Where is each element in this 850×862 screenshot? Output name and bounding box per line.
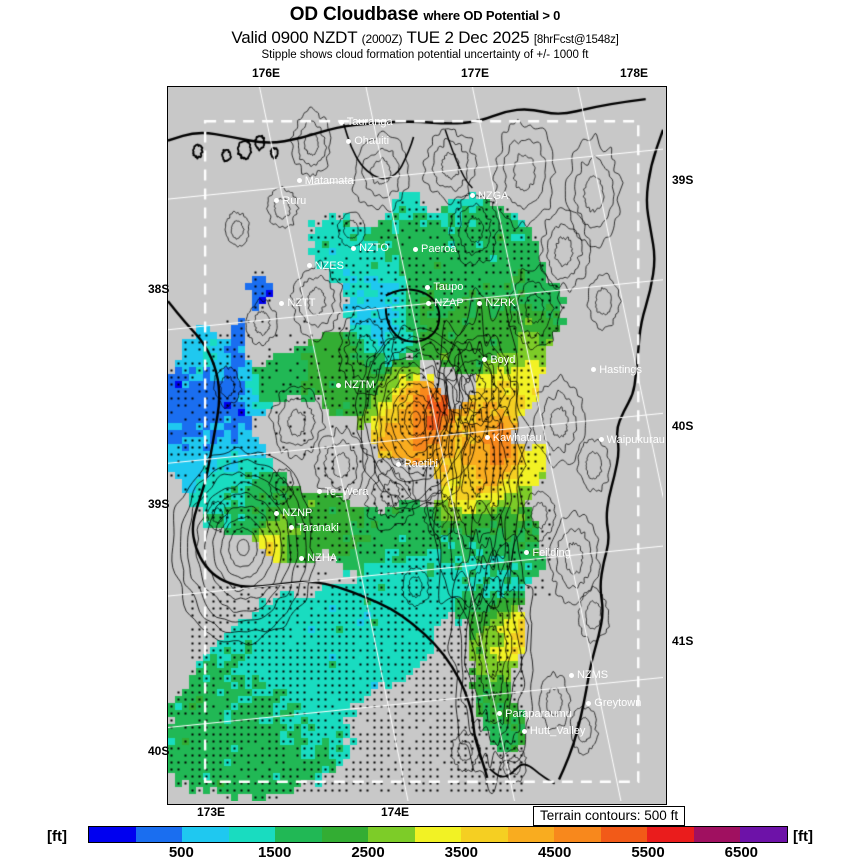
lat-label-left-39S: 39S bbox=[148, 497, 170, 511]
lon-label-top-178E: 178E bbox=[620, 66, 649, 80]
chart-title-block: OD Cloudbase where OD Potential > 0 Vali… bbox=[0, 0, 850, 61]
colorbar-tick-5500: 5500 bbox=[631, 844, 665, 861]
colorbar-unit-right: [ft] bbox=[793, 828, 813, 845]
lat-label-left-38S: 38S bbox=[148, 282, 170, 296]
colorbar-swatch-13 bbox=[693, 827, 741, 842]
colorbar-tick-labels: 500 1500 2500 3500 4500 5500 6500 bbox=[88, 844, 788, 862]
colorbar-tick-2500: 2500 bbox=[351, 844, 385, 861]
colorbar-swatches[interactable] bbox=[88, 826, 788, 843]
forecast-tag-text: [8hrFcst@1548z] bbox=[533, 34, 619, 46]
lat-label-left-40S: 40S bbox=[148, 744, 170, 758]
colorbar-swatch-1 bbox=[135, 827, 183, 842]
lon-label-top-177E: 177E bbox=[461, 66, 490, 80]
map-raster bbox=[168, 87, 663, 801]
colorbar-swatch-6 bbox=[368, 827, 415, 842]
colorbar-swatch-7 bbox=[414, 827, 462, 842]
colorbar-swatch-9 bbox=[507, 827, 555, 842]
colorbar-tick-1500: 1500 bbox=[257, 844, 292, 861]
lon-label-bottom-174E: 174E bbox=[381, 805, 410, 819]
title-condition-text: where OD Potential > 0 bbox=[423, 8, 561, 23]
lat-label-right-41S: 41S bbox=[672, 634, 694, 648]
colorbar-tick-4500: 4500 bbox=[537, 844, 572, 861]
lon-label-bottom-173E: 173E bbox=[197, 805, 226, 819]
colorbar-tick-3500: 3500 bbox=[444, 844, 479, 861]
colorbar-swatch-4 bbox=[275, 827, 322, 842]
colorbar-tick-6500: 6500 bbox=[724, 844, 759, 861]
title-main-text: OD Cloudbase bbox=[289, 4, 419, 25]
colorbar-swatch-3 bbox=[228, 827, 276, 842]
valid-time-text: Valid 0900 NZDT bbox=[231, 28, 358, 47]
colorbar-swatch-11 bbox=[600, 827, 648, 842]
lon-label-top-176E: 176E bbox=[252, 66, 281, 80]
colorbar-swatch-0 bbox=[89, 827, 136, 842]
colorbar-swatch-10 bbox=[554, 827, 601, 842]
terrain-contour-legend: Terrain contours: 500 ft bbox=[533, 806, 686, 826]
title-subtitle: Stipple shows cloud formation potential … bbox=[261, 49, 589, 61]
colorbar-unit-left: [ft] bbox=[47, 828, 67, 845]
colorbar-swatch-2 bbox=[182, 827, 229, 842]
lat-label-right-39S: 39S bbox=[672, 173, 694, 187]
title-primary: OD Cloudbase where OD Potential > 0 bbox=[0, 4, 850, 26]
terrain-contour-text: Terrain contours: 500 ft bbox=[540, 808, 679, 823]
valid-zulu-text: (2000Z) bbox=[361, 32, 403, 46]
lat-label-right-40S: 40S bbox=[672, 419, 694, 433]
colorbar-swatch-12 bbox=[647, 827, 694, 842]
colorbar: [ft] 500 1500 2500 3500 4500 5500 6500 [ft] bbox=[0, 824, 850, 862]
colorbar-swatch-5 bbox=[321, 827, 369, 842]
title-valid-line: Valid 0900 NZDT (2000Z) TUE 2 Dec 2025 [… bbox=[0, 28, 850, 48]
colorbar-tick-500: 500 bbox=[168, 844, 194, 861]
colorbar-swatch-8 bbox=[461, 827, 508, 842]
valid-date-text: TUE 2 Dec 2025 bbox=[406, 28, 530, 47]
forecast-map[interactable]: Tauranga Ohauiti Matamata Ruru NZGA Paeroa NZT… bbox=[167, 86, 667, 805]
colorbar-swatch-14 bbox=[740, 827, 787, 842]
